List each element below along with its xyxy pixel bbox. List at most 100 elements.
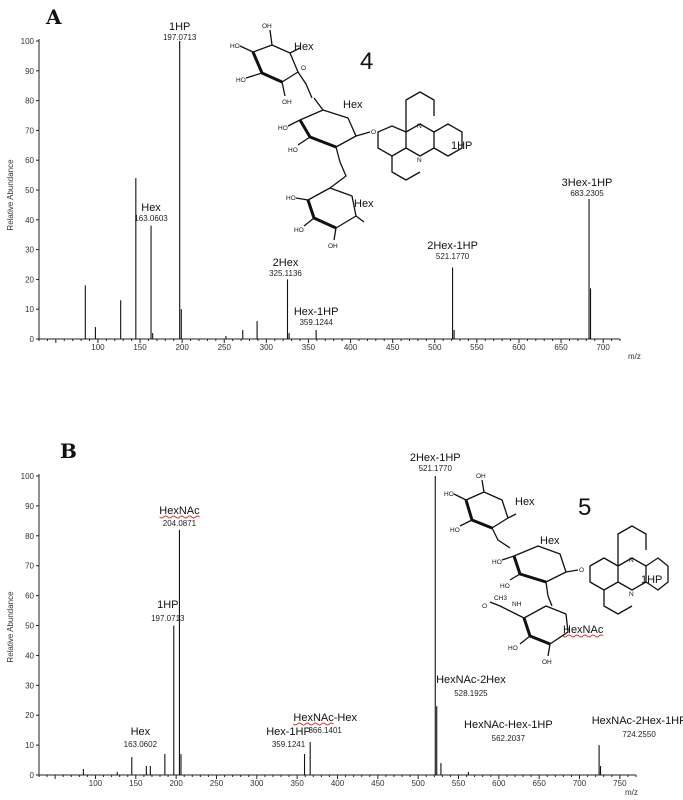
annotation-mz-b-hexnac-hex: 366.1401 xyxy=(308,726,342,735)
x-tick-label-b-100: 100 xyxy=(89,779,103,788)
y-tick-label-a-0: 0 xyxy=(30,335,35,344)
x-tick-label-b-650: 650 xyxy=(533,779,547,788)
structure-label-hex-middle: Hex xyxy=(343,99,363,111)
hexose-ring-middle xyxy=(299,109,357,148)
x-tick-label-a-600: 600 xyxy=(512,343,526,352)
annotation-a-2hex: 2Hex xyxy=(273,257,299,269)
y-tick-label-a-70: 70 xyxy=(25,126,34,135)
hexnac-underline-b-1 xyxy=(159,515,200,519)
phenazine-ring-b1 xyxy=(589,557,619,591)
phenazine-ring-2 xyxy=(405,123,435,157)
atom-oh-1: OH xyxy=(262,23,272,30)
x-tick-label-b-450: 450 xyxy=(371,779,385,788)
structure-label-hex-top-b: Hex xyxy=(515,496,535,508)
annotation-mz-a-hex-1hp: 359.1244 xyxy=(299,318,333,327)
atom-ho-5: HO xyxy=(286,195,296,202)
hexose-top-b-substituents xyxy=(453,479,517,549)
y-tick-label-a-60: 60 xyxy=(25,156,34,165)
y-tick-label-a-50: 50 xyxy=(25,186,34,195)
y-tick-label-b-30: 30 xyxy=(25,681,34,690)
hexose-ring-top-b-bold-edge xyxy=(464,499,493,530)
atom-ho-6: HO xyxy=(294,227,304,234)
panel-letter-a: A xyxy=(45,5,62,29)
hexnac-substituents xyxy=(489,595,553,657)
hexose-ring-middle-b-bold-edge xyxy=(512,555,547,584)
structure-label-hexnac: HexNAc xyxy=(563,624,604,636)
x-tick-label-a-100: 100 xyxy=(91,343,105,352)
annotation-mz-b-hex: 163.0602 xyxy=(124,740,158,749)
hexose-ring-bottom-bold-edge xyxy=(306,199,337,230)
x-tick-label-a-500: 500 xyxy=(428,343,442,352)
atom-n-2: N xyxy=(417,157,422,164)
annotation-b-hexnac: HexNAc xyxy=(159,505,200,517)
annotation-a-1hp: 1HP xyxy=(169,21,190,33)
atom-oh-2: OH xyxy=(282,99,292,106)
hexnac-underline-structure xyxy=(562,634,604,638)
annotation-b-hexnac-hex-1hp: HexNAc-Hex-1HP xyxy=(464,719,553,731)
y-tick-label-a-10: 10 xyxy=(25,305,34,314)
hexnac-ring-bold-edge xyxy=(522,617,551,646)
x-axis-title-a: m/z xyxy=(628,352,641,361)
x-axis-title-b: m/z xyxy=(625,788,638,797)
y-axis-title-a: Relative Abundance xyxy=(6,159,15,231)
atom-ho-b2: HO xyxy=(450,527,460,534)
structure-label-hex-bottom: Hex xyxy=(354,198,374,210)
annotation-mz-a-2hex-1hp: 521.1770 xyxy=(436,252,470,261)
y-tick-label-b-50: 50 xyxy=(25,622,34,631)
atom-o-1: O xyxy=(301,65,306,72)
hexose-ring-middle-b xyxy=(513,545,567,583)
hexnac-ring xyxy=(523,605,569,645)
y-tick-label-a-40: 40 xyxy=(25,216,34,225)
x-tick-label-a-550: 550 xyxy=(470,343,484,352)
annotation-mz-b-hexnac-hex-1hp: 562.2037 xyxy=(492,734,526,743)
y-tick-label-a-30: 30 xyxy=(25,246,34,255)
phenazine-ring-b2 xyxy=(617,557,647,591)
annotation-mz-a-1hp: 197.0713 xyxy=(163,33,197,42)
atom-o-b1: O xyxy=(579,567,584,574)
annotation-mz-a-3hex-1hp: 683.2305 xyxy=(570,189,604,198)
atom-ho-3: HO xyxy=(278,125,288,132)
spectrum-chart-a: Relative Abundance m/z 0 10 20 30 40 50 60 70 80… xyxy=(6,21,641,361)
annotation-b-hex-1hp: Hex-1HP xyxy=(266,726,311,738)
panel-letter-b: B xyxy=(60,439,77,463)
atom-ho-b4: HO xyxy=(500,583,510,590)
x-tick-label-b-150: 150 xyxy=(129,779,143,788)
atom-oh-3: OH xyxy=(328,243,338,250)
structure-label-1hp-b: 1HP xyxy=(641,574,662,586)
phenazine-ring-1 xyxy=(377,125,407,157)
x-tick-label-b-750: 750 xyxy=(613,779,627,788)
x-tick-label-b-550: 550 xyxy=(452,779,466,788)
annotation-mz-a-2hex: 325.1136 xyxy=(269,269,302,278)
structure-label-hex-top: Hex xyxy=(294,41,314,53)
annotation-b-hexnac-2hex-1hp: HexNAc-2Hex-1HP xyxy=(592,715,683,727)
structure-number-4: 4 xyxy=(360,48,373,75)
y-tick-label-a-20: 20 xyxy=(25,275,34,284)
hexose-ring-top xyxy=(252,44,299,83)
annotation-a-3hex-1hp: 3Hex-1HP xyxy=(562,177,613,189)
y-tick-label-b-100: 100 xyxy=(21,472,35,481)
x-tick-label-b-250: 250 xyxy=(210,779,224,788)
y-axis-title-b: Relative Abundance xyxy=(6,591,15,663)
phenazine-outer-bonds xyxy=(391,91,435,181)
annotation-mz-b-2hex-1hp: 521.1770 xyxy=(419,464,453,473)
x-tick-label-b-400: 400 xyxy=(331,779,345,788)
x-tick-label-a-250: 250 xyxy=(218,343,232,352)
annotation-mz-b-hexnac: 204.0871 xyxy=(163,519,197,528)
atom-ho-4: HO xyxy=(288,147,298,154)
structure-number-5: 5 xyxy=(578,494,591,521)
atom-n-b1: N xyxy=(629,557,634,564)
atom-ho-1: HO xyxy=(230,43,240,50)
atom-ch3: CH3 xyxy=(494,595,507,602)
x-tick-label-a-400: 400 xyxy=(344,343,358,352)
atom-oh-b1: OH xyxy=(476,473,486,480)
y-tick-label-b-40: 40 xyxy=(25,651,34,660)
annotation-mz-a-hex: 163.0603 xyxy=(134,214,168,223)
x-tick-label-a-200: 200 xyxy=(175,343,189,352)
annotation-b-hexnac-hex: HexNAc-Hex xyxy=(293,712,357,724)
x-tick-label-b-200: 200 xyxy=(169,779,183,788)
annotation-a-2hex-1hp: 2Hex-1HP xyxy=(427,240,478,252)
chemical-structure-5: 5 Hex Hex 1HP HexNAc HO HO OH HO HO O NH… xyxy=(444,473,669,666)
hexose-ring-top-bold-edge xyxy=(251,51,283,84)
annotation-b-2hex-1hp: 2Hex-1HP xyxy=(410,452,461,464)
